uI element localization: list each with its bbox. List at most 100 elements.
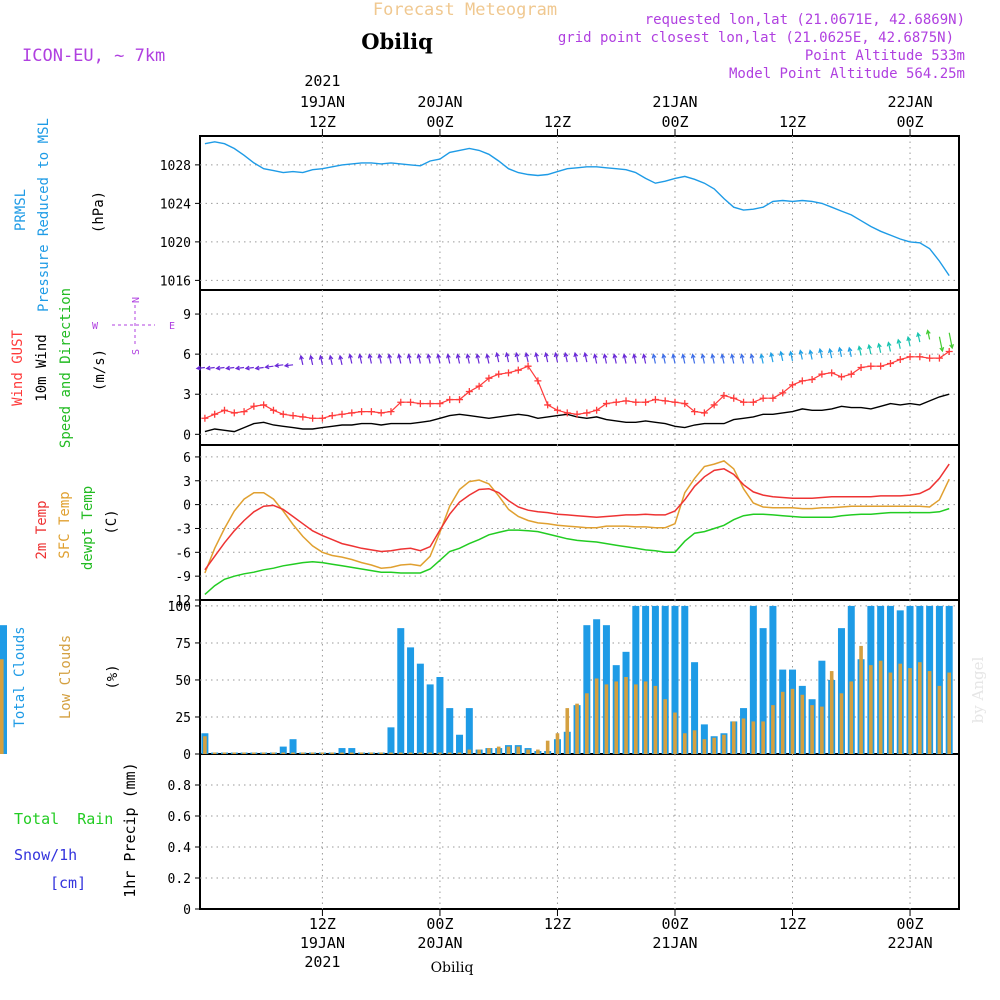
low-cloud-bar [682, 733, 687, 754]
total-cloud-bar [348, 748, 356, 754]
y-tick-label: 1028 [160, 159, 191, 174]
total-cloud-bar [642, 605, 650, 754]
wind-direction-arrow [641, 353, 647, 364]
total-cloud-bar [446, 708, 454, 754]
gust-marker [740, 398, 748, 406]
total-cloud-bar [583, 625, 591, 754]
low-cloud-bar [526, 749, 530, 754]
low-cloud-bar [820, 706, 824, 754]
top-time-label: 22JAN [887, 93, 932, 111]
wind-direction-arrow [710, 353, 716, 364]
low-cloud-bar [467, 749, 472, 754]
low-cloud-bar [252, 752, 256, 754]
low-cloud-bar [888, 672, 893, 754]
temp-unit: (C) [104, 509, 120, 534]
wind-direction-arrow [406, 353, 412, 364]
top-time-label: 2021 [304, 72, 340, 90]
wind-direction-arrow [661, 353, 667, 364]
gust-marker [779, 389, 787, 397]
wind-direction-arrow [254, 365, 264, 371]
y-tick-label: 0 [183, 428, 191, 443]
wind-direction-arrow [651, 353, 657, 364]
total-cloud-bar [426, 684, 434, 754]
wind-direction-arrow [387, 353, 393, 364]
low-cloud-bar [585, 693, 589, 754]
y-tick-label: -12 [168, 594, 191, 609]
gust-marker [661, 397, 669, 405]
low-cloud-bar [722, 734, 726, 754]
bottom-time-label: 00Z [661, 915, 688, 933]
top-time-label: 19JAN [300, 93, 345, 111]
low-cloud-bar [477, 749, 481, 754]
gust-marker [583, 409, 591, 417]
wind-direction-arrow [283, 363, 294, 368]
location-title: Obiliq [361, 29, 433, 54]
total-cloud-bar [691, 662, 699, 754]
pressure-label-1: PRMSL [13, 189, 29, 231]
wind-label: 10m Wind [34, 334, 50, 401]
low-cloud-bar [242, 752, 246, 754]
gust-marker [837, 373, 845, 381]
low-cloud-bar [418, 752, 423, 754]
low-cloud-bar [359, 752, 364, 754]
sfc-label: SFC Temp [57, 491, 73, 558]
wind-direction-arrow [495, 351, 500, 363]
gust-marker [916, 353, 924, 361]
low-cloud-bar [536, 749, 540, 754]
y-tick-label: -6 [175, 546, 191, 561]
gust-marker [318, 414, 326, 422]
wind-direction-arrow [377, 353, 383, 364]
low-cloud-bar [829, 671, 834, 754]
total-cloud-bar [661, 605, 669, 754]
total-cloud-bar [681, 605, 689, 754]
low-cloud-bar [800, 694, 805, 754]
wind-direction-arrow [446, 353, 451, 364]
gust-marker [407, 398, 415, 406]
sfc-temp-line [204, 460, 950, 574]
y-tick-label: 25 [175, 711, 191, 726]
gust-marker [602, 400, 610, 408]
low-cloud-bar [457, 752, 462, 754]
info-line-4: Model Point Altitude 564.25m [729, 66, 965, 82]
y-tick-label: 0 [183, 748, 191, 763]
wind-direction-arrow [534, 351, 539, 363]
top-time-label: 21JAN [652, 93, 697, 111]
y-tick-label: 0.8 [168, 779, 191, 794]
low-cloud-bar [340, 752, 344, 754]
total-cloud-bar [759, 628, 767, 754]
wind-direction-arrow [465, 353, 471, 364]
y-tick-label: 0 [183, 499, 191, 514]
wind-direction-arrow [769, 351, 775, 363]
wind-direction-arrow [622, 353, 628, 364]
low-cloud-bar [310, 752, 315, 754]
y-tick-label: 0.6 [168, 810, 191, 825]
bottom-time-label: 00Z [426, 915, 453, 933]
total-cloud-bar [338, 748, 346, 754]
low-cloud-bar [790, 688, 795, 754]
gust-marker [367, 408, 375, 416]
wind-direction-arrow [234, 365, 245, 371]
total-cloud-bar [749, 605, 757, 754]
low-cloud-bar [555, 733, 560, 754]
low-cloud-bar [927, 671, 932, 754]
gust-label: Wind GUST [10, 330, 26, 406]
y-tick-label: 6 [183, 348, 191, 363]
total-cloud-bar [651, 605, 659, 754]
gust-marker [935, 354, 943, 362]
wind-direction-arrow [573, 351, 579, 363]
gust-marker [681, 400, 689, 408]
gust-marker [651, 396, 659, 404]
wind-direction-arrow [514, 351, 520, 363]
low-cloud-bar [301, 752, 305, 754]
gust-marker [358, 408, 366, 416]
gust-marker [495, 370, 503, 378]
wind-direction-arrow [948, 332, 954, 350]
compass-w: W [92, 321, 99, 332]
total-cloud-bar [837, 628, 845, 754]
gust-marker [220, 406, 228, 414]
gust-marker [798, 377, 806, 385]
wind-direction-arrow [426, 353, 432, 364]
low-cloud-bar [408, 752, 413, 754]
low-cloud-bar [379, 752, 383, 754]
total-cloud-label: Total Clouds [12, 626, 28, 727]
